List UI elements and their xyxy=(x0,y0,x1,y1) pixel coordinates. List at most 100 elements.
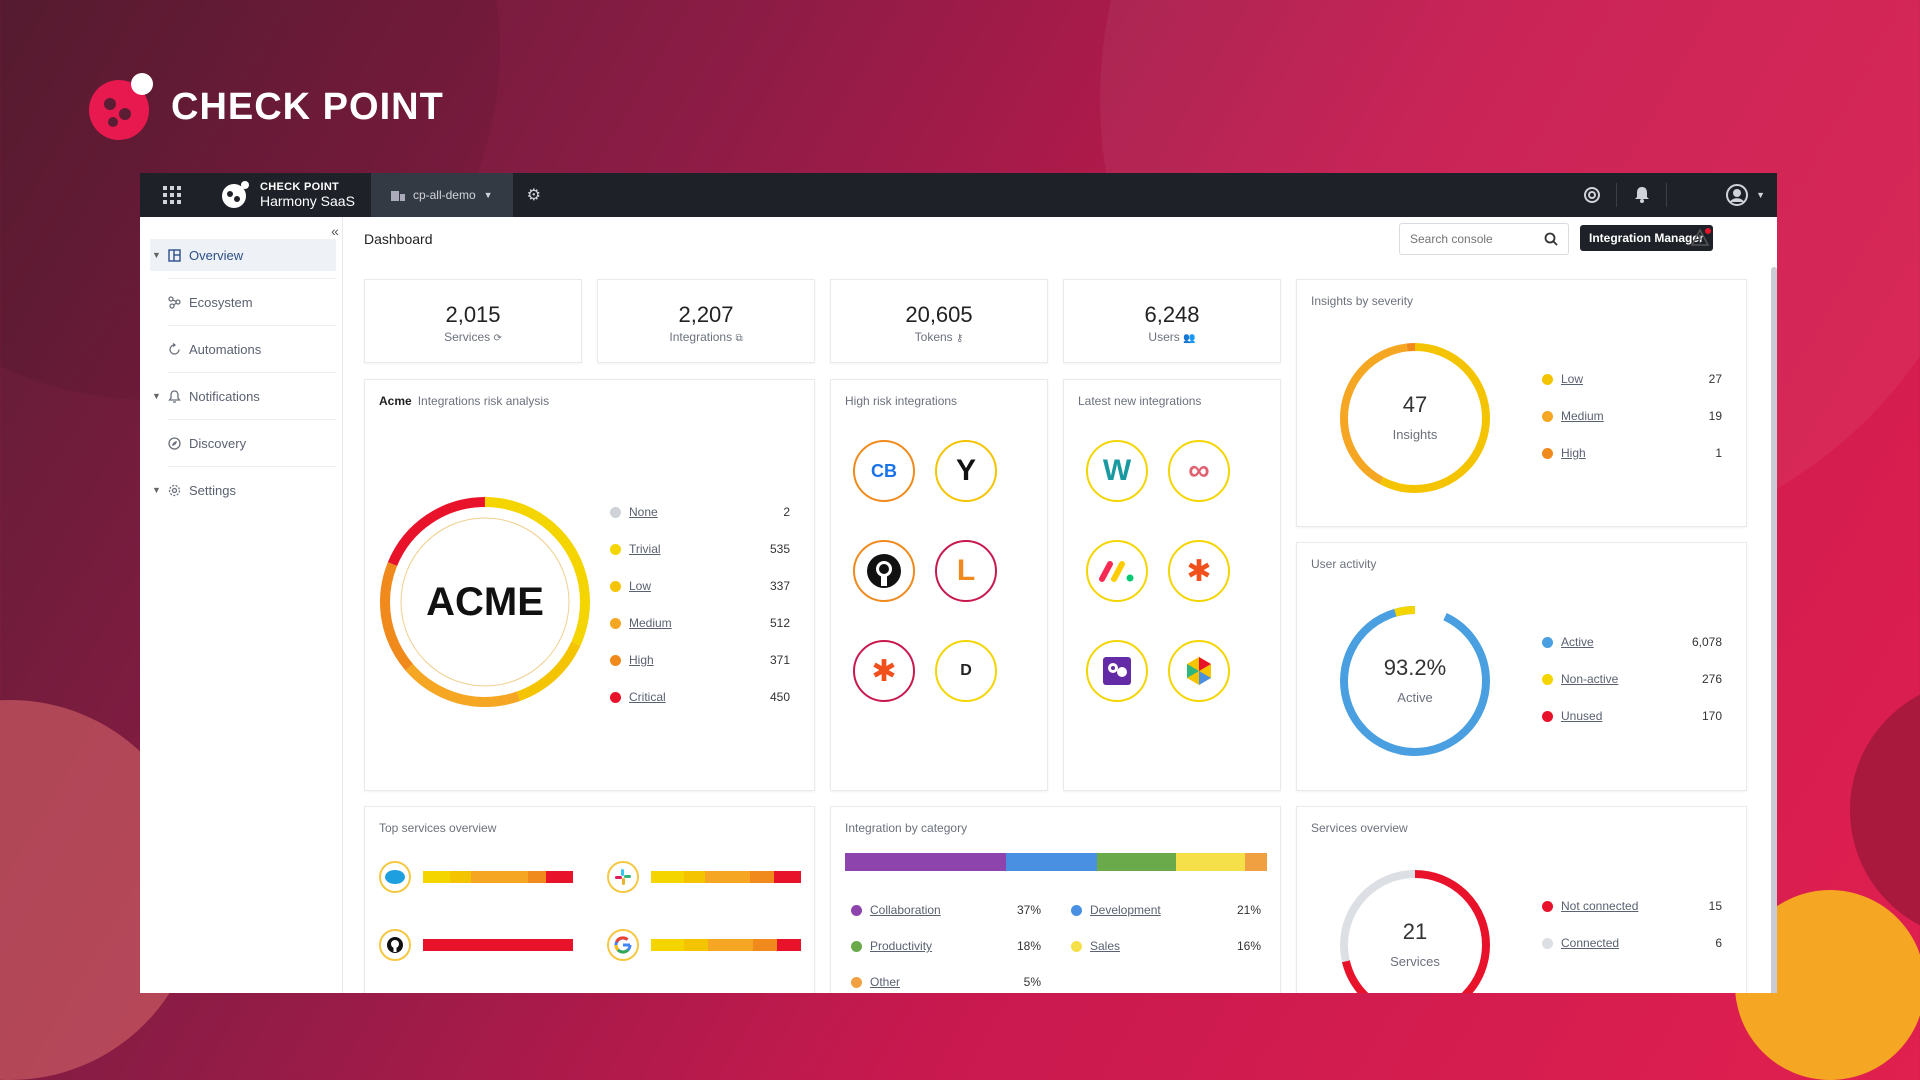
user-menu[interactable]: ▼ xyxy=(1667,184,1777,206)
legend-item-none[interactable]: None 2 xyxy=(610,505,790,519)
alert-triangle-icon[interactable] xyxy=(1691,227,1713,247)
legend-label[interactable]: Low xyxy=(1561,372,1584,386)
legend-label[interactable]: Unused xyxy=(1561,709,1603,723)
legend-label[interactable]: Development xyxy=(1090,903,1161,917)
acme-logo: ACME xyxy=(426,580,544,624)
search-input[interactable] xyxy=(1410,232,1530,246)
category-segment[interactable] xyxy=(1175,853,1246,871)
legend-value: 5% xyxy=(1023,975,1041,989)
legend-item-collaboration[interactable]: Collaboration 37% xyxy=(851,903,1041,917)
legend-label[interactable]: Connected xyxy=(1561,936,1620,950)
y-combinator-icon[interactable]: Y xyxy=(935,440,997,502)
sidebar-item-overview[interactable]: ▼ Overview xyxy=(150,239,336,271)
card-title: Top services overview xyxy=(379,821,497,835)
stat-value: 20,605 xyxy=(905,302,973,327)
legend-item-development[interactable]: Development 21% xyxy=(1071,903,1261,917)
coinbase-icon[interactable]: CB xyxy=(853,440,915,502)
category-segment[interactable] xyxy=(1005,853,1098,871)
legend-value: 512 xyxy=(769,616,790,630)
product-logo[interactable]: CHECK POINT Harmony SaaS xyxy=(204,173,371,217)
insights-total-label: Insights xyxy=(1392,427,1438,442)
legend-item-unused[interactable]: Unused 170 xyxy=(1542,709,1722,723)
icon-glyph: ✱ xyxy=(871,654,897,688)
stat-card-integrations[interactable]: 2,207 Integrations ⧉ xyxy=(597,279,815,363)
legend-item-active[interactable]: Active 6,078 xyxy=(1542,635,1722,649)
legend-item-productivity[interactable]: Productivity 18% xyxy=(851,939,1041,953)
legend-label[interactable]: Low xyxy=(629,579,652,593)
sidebar-item-settings[interactable]: ▼ Settings xyxy=(150,474,336,506)
support-icon[interactable] xyxy=(1567,183,1617,207)
category-segment[interactable] xyxy=(845,853,1006,871)
legend-label[interactable]: High xyxy=(629,653,654,667)
legend-label[interactable]: High xyxy=(1561,446,1586,460)
legend-item-medium[interactable]: Medium 19 xyxy=(1542,409,1722,423)
legend-label[interactable]: Collaboration xyxy=(870,903,941,917)
salesforce-icon[interactable] xyxy=(379,861,411,893)
sidebar-item-label: Notifications xyxy=(189,388,260,404)
legend-label[interactable]: Critical xyxy=(629,690,666,704)
tenant-selector[interactable]: cp-all-demo ▼ xyxy=(370,173,513,217)
sidebar-nav: ▼ Overview Ecosystem Automations ▼ Notif… xyxy=(150,239,336,506)
d-app-icon[interactable]: D xyxy=(935,640,997,702)
monday-icon[interactable] xyxy=(1086,540,1148,602)
zapier-icon[interactable]: ✱ xyxy=(1168,540,1230,602)
legend-label[interactable]: Not connected xyxy=(1561,899,1639,913)
legend-label[interactable]: Other xyxy=(870,975,901,989)
legend-label[interactable]: None xyxy=(629,505,658,519)
legend-label[interactable]: Trivial xyxy=(629,542,661,556)
legend-label[interactable]: Productivity xyxy=(870,939,933,953)
google-icon[interactable] xyxy=(607,929,639,961)
slack-icon[interactable] xyxy=(607,861,639,893)
legend-label[interactable]: Non-active xyxy=(1561,672,1619,686)
search-icon[interactable] xyxy=(1544,232,1558,246)
key-icon: ⚷ xyxy=(956,333,964,344)
stat-label: Tokens xyxy=(914,330,953,344)
sidebar-item-discovery[interactable]: Discovery xyxy=(150,427,336,459)
card-title: Integrations risk analysis xyxy=(417,394,550,408)
stat-card-users[interactable]: 6,248 Users 👥 xyxy=(1063,279,1281,363)
insights-legend: Low 27 Medium 19 High 1 xyxy=(1542,372,1722,472)
sidebar-item-label: Discovery xyxy=(189,435,247,451)
legend-item-low[interactable]: Low 337 xyxy=(610,579,790,593)
stat-card-tokens[interactable]: 20,605 Tokens ⚷ xyxy=(830,279,1048,363)
notifications-bell-icon[interactable] xyxy=(1617,183,1667,207)
hexagon-app-icon[interactable] xyxy=(1168,640,1230,702)
category-segment[interactable] xyxy=(1097,853,1176,871)
stat-card-services[interactable]: 2,015 Services ⟳ xyxy=(364,279,582,363)
legend-item-low[interactable]: Low 27 xyxy=(1542,372,1722,386)
legend-dot xyxy=(1542,673,1553,685)
legend-item-medium[interactable]: Medium 512 xyxy=(610,616,790,630)
legend-item-non-active[interactable]: Non-active 276 xyxy=(1542,672,1722,686)
integrations-icon: ⧉ xyxy=(735,333,743,344)
legend-item-connected[interactable]: Connected 6 xyxy=(1542,936,1722,950)
collapse-sidebar-icon[interactable]: « xyxy=(331,223,339,239)
legend-item-sales[interactable]: Sales 16% xyxy=(1071,939,1261,953)
sidebar-item-automations[interactable]: Automations xyxy=(150,333,336,365)
legend-label[interactable]: Sales xyxy=(1090,939,1121,953)
sidebar-item-ecosystem[interactable]: Ecosystem xyxy=(150,286,336,318)
scrollbar[interactable] xyxy=(1771,267,1777,993)
gear-icon[interactable]: ⚙ xyxy=(526,187,541,204)
search-box[interactable] xyxy=(1399,223,1569,255)
github-icon[interactable] xyxy=(379,929,411,961)
apps-grid-icon[interactable] xyxy=(140,186,204,204)
zapier-icon[interactable]: ✱ xyxy=(853,640,915,702)
infinity-app-icon[interactable]: ∞ xyxy=(1168,440,1230,502)
legend-label[interactable]: Active xyxy=(1561,635,1594,649)
l-app-icon[interactable]: L xyxy=(935,540,997,602)
github-icon[interactable] xyxy=(853,540,915,602)
w-app-icon[interactable]: W xyxy=(1086,440,1148,502)
integration-manager-button[interactable]: Integration Manager xyxy=(1580,225,1713,251)
legend-item-critical[interactable]: Critical 450 xyxy=(610,690,790,704)
legend-label[interactable]: Medium xyxy=(1561,409,1604,423)
legend-item-not-connected[interactable]: Not connected 15 xyxy=(1542,899,1722,913)
legend-item-high[interactable]: High 371 xyxy=(610,653,790,667)
tenant-label: Acme xyxy=(379,394,412,408)
legend-label[interactable]: Medium xyxy=(629,616,672,630)
legend-item-other[interactable]: Other 5% xyxy=(851,975,1041,989)
legend-item-high[interactable]: High 1 xyxy=(1542,446,1722,460)
sidebar-item-notifications[interactable]: ▼ Notifications xyxy=(150,380,336,412)
legend-item-trivial[interactable]: Trivial 535 xyxy=(610,542,790,556)
category-segment[interactable] xyxy=(1245,853,1267,871)
datadog-icon[interactable] xyxy=(1086,640,1148,702)
